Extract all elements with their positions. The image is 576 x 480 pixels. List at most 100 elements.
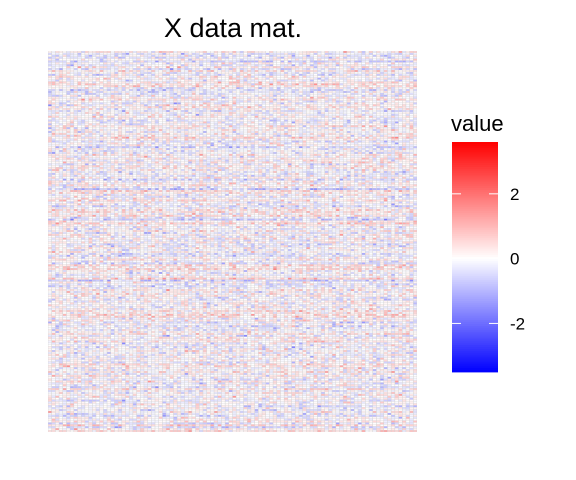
heatmap-cell — [181, 57, 184, 59]
heatmap-cell — [343, 97, 346, 99]
heatmap-cell — [351, 74, 354, 76]
heatmap-cell — [214, 139, 217, 141]
heatmap-cell — [222, 57, 225, 59]
heatmap-cell — [211, 125, 214, 127]
heatmap-cell — [336, 118, 339, 120]
heatmap-cell — [126, 114, 129, 116]
heatmap-cell — [244, 51, 247, 53]
heatmap-cell — [93, 141, 96, 143]
heatmap-cell — [111, 125, 114, 127]
heatmap-cell — [277, 99, 280, 101]
heatmap-cell — [295, 125, 298, 127]
heatmap-cell — [85, 108, 88, 110]
heatmap-cell — [329, 106, 332, 108]
heatmap-cell — [188, 53, 191, 55]
heatmap-cell — [155, 116, 158, 118]
heatmap-cell — [270, 127, 273, 129]
heatmap-cell — [177, 59, 180, 61]
heatmap-cell — [292, 85, 295, 87]
heatmap-cell — [141, 143, 144, 145]
heatmap-cell — [185, 108, 188, 110]
heatmap-cell — [93, 114, 96, 116]
heatmap-cell — [85, 97, 88, 99]
heatmap-cell — [321, 103, 324, 105]
heatmap-cell — [307, 125, 310, 127]
heatmap-cell — [270, 139, 273, 141]
heatmap-cell — [314, 131, 317, 133]
heatmap-cell — [366, 93, 369, 95]
heatmap-cell — [141, 74, 144, 76]
heatmap-cell — [314, 145, 317, 147]
heatmap-cell — [177, 108, 180, 110]
heatmap-cell — [391, 124, 394, 126]
heatmap-cell — [347, 61, 350, 63]
heatmap-cell — [122, 78, 125, 80]
heatmap-cell — [81, 87, 84, 89]
heatmap-cell — [166, 91, 169, 93]
heatmap-cell — [318, 59, 321, 61]
heatmap-cell — [174, 137, 177, 139]
heatmap-cell — [196, 145, 199, 147]
heatmap-cell — [240, 89, 243, 91]
heatmap-cell — [307, 99, 310, 101]
heatmap-cell — [74, 127, 77, 129]
heatmap-cell — [48, 133, 51, 135]
heatmap-cell — [200, 131, 203, 133]
heatmap-cell — [126, 66, 129, 68]
heatmap-cell — [284, 72, 287, 74]
heatmap-cell — [310, 70, 313, 72]
heatmap-cell — [100, 131, 103, 133]
heatmap-cell — [244, 55, 247, 57]
heatmap-cell — [248, 53, 251, 55]
heatmap-cell — [369, 101, 372, 103]
heatmap-cell — [373, 87, 376, 89]
heatmap-cell — [244, 99, 247, 101]
heatmap-cell — [391, 131, 394, 133]
heatmap-cell — [273, 129, 276, 131]
heatmap-cell — [343, 124, 346, 126]
heatmap-cell — [225, 110, 228, 112]
heatmap-cell — [141, 135, 144, 137]
heatmap-cell — [273, 133, 276, 135]
heatmap-cell — [148, 53, 151, 55]
heatmap-cell — [299, 72, 302, 74]
heatmap-cell — [399, 59, 402, 61]
heatmap-cell — [377, 103, 380, 105]
heatmap-cell — [78, 110, 81, 112]
heatmap-cell — [262, 76, 265, 78]
heatmap-cell — [52, 80, 55, 82]
heatmap-cell — [414, 110, 417, 112]
heatmap-cell — [318, 99, 321, 101]
heatmap-cell — [332, 110, 335, 112]
heatmap-cell — [211, 112, 214, 114]
heatmap-cell — [96, 55, 99, 57]
heatmap-cell — [329, 122, 332, 124]
heatmap-cell — [52, 76, 55, 78]
heatmap-cell — [155, 122, 158, 124]
heatmap-cell — [118, 99, 121, 101]
heatmap-cell — [362, 141, 365, 143]
heatmap-cell — [118, 70, 121, 72]
heatmap-cell — [63, 122, 66, 124]
heatmap-cell — [347, 82, 350, 84]
heatmap-cell — [155, 84, 158, 86]
heatmap-cell — [233, 97, 236, 99]
heatmap-cell — [229, 143, 232, 145]
heatmap-cell — [318, 131, 321, 133]
heatmap-cell — [67, 99, 70, 101]
heatmap-cell — [211, 82, 214, 84]
heatmap-cell — [321, 116, 324, 118]
heatmap-cell — [152, 53, 155, 55]
heatmap-cell — [270, 76, 273, 78]
heatmap-cell — [63, 137, 66, 139]
heatmap-cell — [225, 122, 228, 124]
heatmap-cell — [314, 80, 317, 82]
heatmap-cell — [196, 137, 199, 139]
heatmap-cell — [174, 95, 177, 97]
heatmap-cell — [218, 131, 221, 133]
heatmap-cell — [174, 84, 177, 86]
heatmap-cell — [177, 143, 180, 145]
heatmap-cell — [318, 103, 321, 105]
heatmap-cell — [244, 84, 247, 86]
heatmap-cell — [63, 110, 66, 112]
